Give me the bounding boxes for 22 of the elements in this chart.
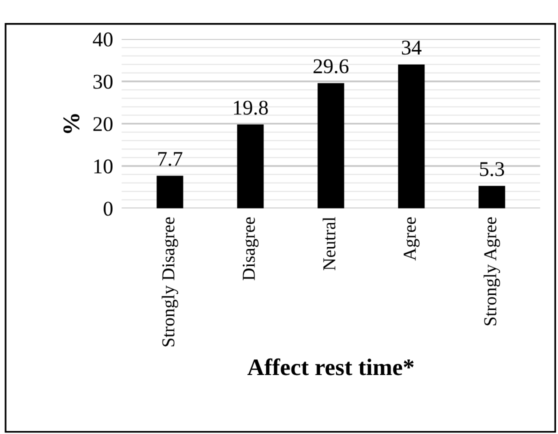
data-label: 5.3 [480, 162, 504, 176]
bar [237, 124, 264, 208]
data-label: 29.6 [314, 59, 348, 74]
bar [398, 64, 425, 208]
x-tick-label: Neutral [322, 217, 336, 270]
x-axis-title: Affect rest time* [247, 358, 414, 376]
x-tick-label: Strongly Agree [484, 217, 500, 326]
y-tick-label: 40 [92, 32, 113, 46]
bar [478, 186, 506, 208]
x-tick-label: Disagree [242, 217, 259, 280]
bar [318, 83, 344, 208]
bar [156, 176, 184, 208]
x-tick-label: Strongly Disagree [162, 217, 178, 346]
y-tick-label: 30 [93, 74, 113, 89]
x-tick-label: Agree [404, 217, 420, 261]
data-label: 34 [402, 40, 422, 55]
y-tick-label: 10 [94, 159, 113, 174]
y-tick-label: 0 [104, 202, 113, 216]
y-tick-label: 20 [93, 117, 113, 132]
data-label: 19.8 [234, 100, 268, 115]
data-label: 7.7 [158, 152, 182, 166]
y-axis-title: % [63, 114, 80, 134]
